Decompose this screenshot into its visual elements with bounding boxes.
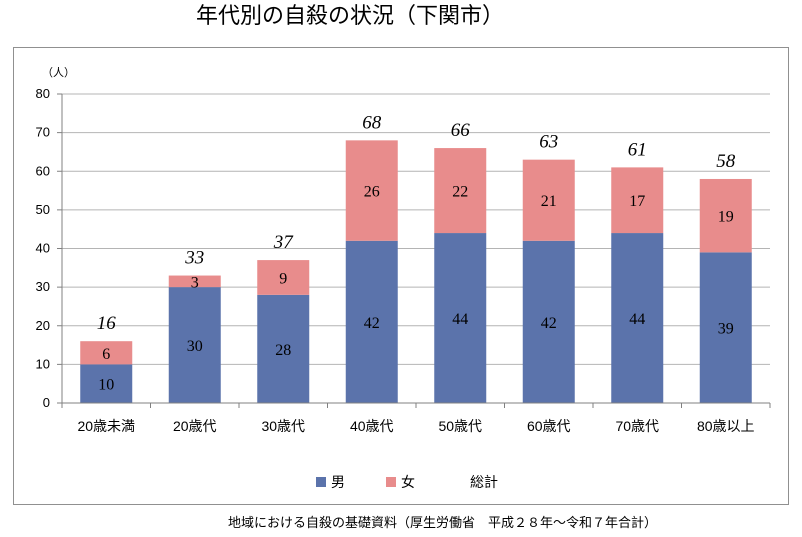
bar-male bbox=[168, 287, 221, 403]
data-label-female: 22 bbox=[452, 184, 468, 201]
bar-male bbox=[434, 233, 487, 403]
x-category-label: 40歳代 bbox=[350, 418, 394, 434]
x-category-label: 20歳未満 bbox=[77, 418, 135, 434]
gridlines bbox=[62, 93, 770, 365]
data-label-female: 21 bbox=[541, 193, 557, 210]
labels: 1061630333289374226684422664221634417613… bbox=[97, 112, 736, 393]
x-category-label: 20歳代 bbox=[173, 418, 217, 434]
legend-label-male: 男 bbox=[331, 475, 345, 491]
source-note: 地域における自殺の基礎資料（厚生労働省 平成２８年〜令和７年合計） bbox=[228, 516, 658, 531]
data-label-total: 63 bbox=[539, 132, 558, 153]
x-category-label: 60歳代 bbox=[527, 418, 571, 434]
y-tick-label: 10 bbox=[36, 356, 50, 371]
bars bbox=[80, 140, 752, 403]
data-label-male: 28 bbox=[275, 342, 291, 359]
data-label-female: 9 bbox=[279, 270, 287, 287]
axes: 0 10 20 30 40 50 60 70 80 （人） 20歳未満 20歳代 30歳代 40歳代 50歳… bbox=[36, 66, 771, 434]
y-tick-label: 20 bbox=[36, 318, 50, 333]
bar-male bbox=[699, 252, 752, 403]
y-tick-label: 80 bbox=[36, 86, 50, 101]
data-label-total: 16 bbox=[97, 313, 117, 334]
legend-label-female: 女 bbox=[401, 474, 415, 491]
x-category-label: 30歳代 bbox=[261, 418, 305, 434]
legend-swatch-female bbox=[386, 477, 396, 487]
data-label-total: 37 bbox=[273, 232, 295, 253]
data-label-male: 44 bbox=[452, 311, 468, 328]
bar-male bbox=[345, 240, 398, 403]
bar-female bbox=[522, 159, 575, 241]
x-category-label: 70歳代 bbox=[615, 418, 659, 434]
data-label-total: 58 bbox=[716, 151, 736, 172]
chart-frame bbox=[13, 47, 789, 505]
data-label-female: 17 bbox=[629, 193, 645, 210]
y-tick-label: 40 bbox=[36, 241, 50, 256]
bar-male bbox=[80, 364, 133, 403]
y-tick-label: 70 bbox=[36, 125, 50, 140]
data-label-male: 42 bbox=[364, 315, 380, 332]
data-label-total: 33 bbox=[184, 248, 204, 269]
bar-male bbox=[522, 240, 575, 403]
x-category-label: 80歳以上 bbox=[697, 418, 755, 434]
y-tick-label: 50 bbox=[36, 202, 50, 217]
bar-female bbox=[168, 275, 221, 288]
bar-female bbox=[80, 341, 133, 365]
data-label-male: 42 bbox=[541, 315, 557, 332]
data-label-male: 10 bbox=[98, 377, 114, 394]
bar-female bbox=[699, 178, 752, 253]
bar-male bbox=[257, 294, 310, 403]
data-label-female: 19 bbox=[718, 209, 734, 226]
legend-swatch-male bbox=[316, 477, 326, 487]
data-label-male: 44 bbox=[629, 311, 645, 328]
legend-label-total: 総計 bbox=[470, 475, 498, 491]
data-label-female: 3 bbox=[191, 274, 199, 291]
data-label-total: 61 bbox=[628, 139, 647, 160]
x-category-label: 50歳代 bbox=[438, 418, 482, 434]
bar-female bbox=[345, 140, 398, 241]
y-tick-label: 0 bbox=[43, 395, 50, 410]
data-label-total: 68 bbox=[362, 112, 382, 133]
data-label-total: 66 bbox=[451, 120, 471, 141]
y-unit-label: （人） bbox=[42, 66, 75, 79]
data-label-male: 39 bbox=[718, 321, 734, 338]
data-label-female: 26 bbox=[364, 184, 380, 201]
data-label-male: 30 bbox=[187, 338, 203, 355]
bar-male bbox=[611, 233, 664, 403]
bar-female bbox=[257, 260, 310, 295]
bar-female bbox=[611, 167, 664, 234]
y-tick-label: 60 bbox=[36, 163, 50, 178]
chart-title: 年代別の自殺の状況（下関市） bbox=[195, 4, 504, 29]
bar-female bbox=[434, 148, 487, 234]
data-label-female: 6 bbox=[102, 346, 110, 363]
y-tick-label: 30 bbox=[36, 279, 50, 294]
legend: 男 女 総計 bbox=[316, 474, 498, 491]
